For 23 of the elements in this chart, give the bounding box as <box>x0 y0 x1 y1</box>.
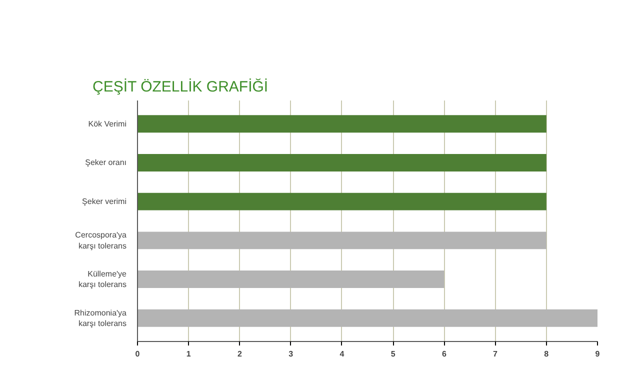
y-tick-label: Şeker oranı <box>85 158 127 168</box>
bar <box>138 232 546 250</box>
x-tick-label: 8 <box>544 350 550 358</box>
y-tick-label: Cercospora'ya karşı tolerans <box>75 230 128 250</box>
bar <box>138 192 546 210</box>
y-tick-label: Kök Verimi <box>88 119 127 128</box>
bar <box>138 309 598 327</box>
x-tick-label: 2 <box>238 350 242 358</box>
x-tick-label: 1 <box>186 350 192 358</box>
x-tick-label: 4 <box>340 350 345 358</box>
x-tick-label: 9 <box>595 350 600 358</box>
y-tick-label: Rhizomonia'ya karşı tolerans <box>74 308 128 328</box>
x-tick-label: 6 <box>442 350 447 358</box>
y-tick-label: Külleme'ye karşı tolerans <box>78 269 128 290</box>
bar <box>138 154 546 172</box>
y-tick-label: Şeker verimi <box>82 197 127 206</box>
bar <box>138 115 546 133</box>
x-tick-label: 3 <box>288 350 294 358</box>
x-tick-label: 7 <box>493 350 498 358</box>
chart-title: ÇEŞİT ÖZELLİK GRAFİĞİ <box>92 78 268 96</box>
x-tick-label: 0 <box>135 350 140 358</box>
bar <box>138 270 444 288</box>
x-tick-label: 5 <box>390 350 396 358</box>
